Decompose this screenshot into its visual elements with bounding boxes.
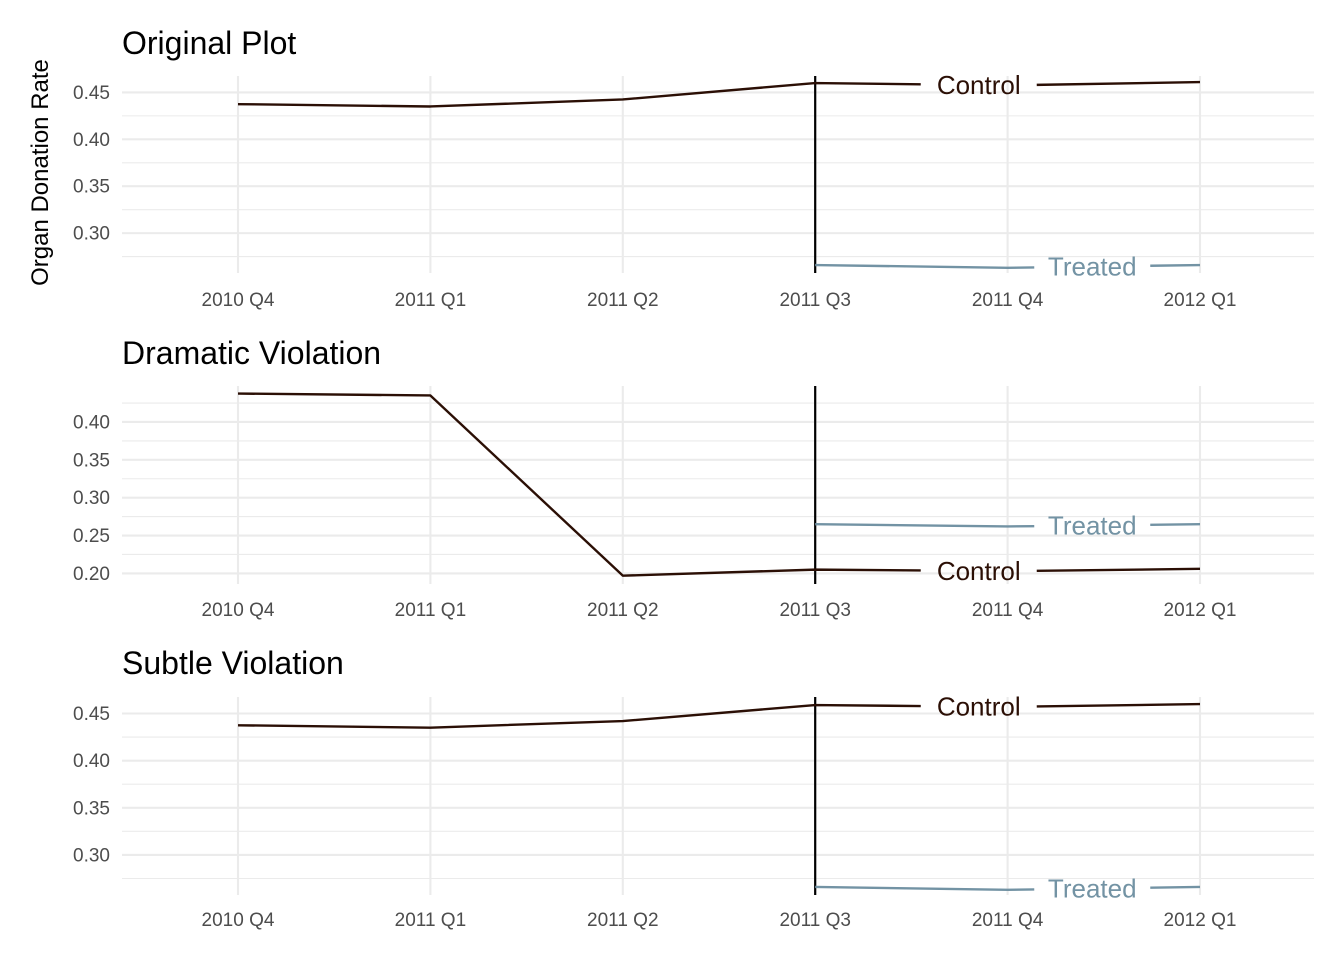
x-tick-label: 2010 Q4 <box>202 290 275 311</box>
y-tick-label: 0.45 <box>73 83 110 104</box>
x-tick-label: 2011 Q4 <box>972 290 1044 311</box>
series-label-control: Control <box>937 556 1021 586</box>
y-tick-label: 0.30 <box>73 224 110 245</box>
series-line-treated <box>815 885 1035 892</box>
y-tick-label: 0.40 <box>73 412 110 433</box>
series-label-treated: Treated <box>1048 252 1137 282</box>
series-line-control <box>237 392 921 577</box>
x-tick-label: 2012 Q1 <box>1164 290 1237 311</box>
panel-title: Dramatic Violation <box>122 335 381 371</box>
x-tick-label: 2011 Q3 <box>779 290 850 311</box>
series-line-control <box>1036 702 1201 708</box>
x-tick-label: 2011 Q4 <box>972 910 1044 931</box>
x-tick-label: 2011 Q3 <box>779 600 850 621</box>
series-line-treated <box>815 263 1035 270</box>
y-axis-label: Organ Donation Rate <box>27 59 54 286</box>
x-tick-label: 2011 Q4 <box>972 600 1044 621</box>
x-tick-label: 2012 Q1 <box>1164 600 1237 621</box>
y-tick-label: 0.20 <box>73 564 110 585</box>
series-line-control <box>237 81 921 108</box>
series-line-treated <box>1150 263 1201 267</box>
panel-3: 0.30 0.35 0.40 0.45 2010 Q4 2011 Q1 2011 Q2 201… <box>73 645 1314 931</box>
panel-title: Original Plot <box>122 25 296 61</box>
series-label-treated: Treated <box>1048 874 1137 904</box>
series-line-treated <box>815 522 1035 528</box>
x-tick-label: 2010 Q4 <box>202 910 275 931</box>
x-tick-label: 2011 Q1 <box>395 910 466 931</box>
x-tick-label: 2011 Q2 <box>587 910 658 931</box>
series-label-treated: Treated <box>1048 510 1137 540</box>
y-tick-label: 0.30 <box>73 845 110 866</box>
x-tick-label: 2011 Q1 <box>395 600 466 621</box>
series-line-control <box>237 703 921 729</box>
series-line-treated <box>1150 885 1201 889</box>
x-tick-label: 2011 Q1 <box>395 290 466 311</box>
series-label-control: Control <box>937 70 1021 100</box>
y-tick-label: 0.45 <box>73 704 110 725</box>
x-tick-label: 2011 Q2 <box>587 600 658 621</box>
y-tick-label: 0.35 <box>73 177 110 198</box>
y-tick-label: 0.25 <box>73 526 110 547</box>
y-tick-label: 0.40 <box>73 130 110 151</box>
x-tick-label: 2010 Q4 <box>202 600 275 621</box>
y-tick-label: 0.30 <box>73 488 110 509</box>
y-tick-label: 0.35 <box>73 450 110 471</box>
series-line-treated <box>1150 522 1201 526</box>
panel-2: 0.20 0.25 0.30 0.35 0.40 2010 Q4 2011 Q1 2011 Q… <box>73 335 1314 621</box>
panel-1: 0.30 0.35 0.40 0.45 2010 Q4 2011 Q1 2011 Q2 201… <box>27 25 1314 311</box>
y-tick-label: 0.35 <box>73 798 110 819</box>
x-tick-label: 2011 Q3 <box>779 910 850 931</box>
series-line-control <box>1036 80 1201 87</box>
panel-title: Subtle Violation <box>122 645 344 681</box>
series-label-control: Control <box>937 692 1021 722</box>
x-tick-label: 2012 Q1 <box>1164 910 1237 931</box>
y-tick-label: 0.40 <box>73 751 110 772</box>
x-tick-label: 2011 Q2 <box>587 290 658 311</box>
series-line-control <box>1036 567 1201 572</box>
